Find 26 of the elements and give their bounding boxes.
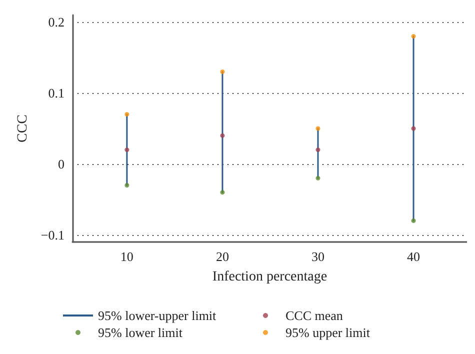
legend-label: 95% lower limit	[98, 325, 183, 340]
y-axis-title: CCC	[16, 114, 30, 143]
x-axis-title: Infection percentage	[212, 270, 328, 284]
y-tick-label: −0.1	[40, 227, 64, 242]
point	[316, 176, 320, 180]
y-tick-label: 0.2	[48, 14, 64, 30]
point	[411, 126, 416, 131]
x-tick-label: 10	[120, 249, 134, 264]
point	[220, 70, 225, 74]
x-tick-label: 40	[407, 249, 420, 264]
point	[220, 133, 225, 138]
point	[220, 190, 225, 195]
x-tick-label: 20	[216, 249, 229, 264]
y-tick-label: 0.1	[48, 86, 64, 101]
legend-label: 95% lower-upper limit	[98, 308, 217, 323]
point	[316, 126, 320, 131]
x-tick-label: 30	[311, 249, 324, 264]
legend-label: 95% upper limit	[286, 325, 370, 340]
point	[411, 34, 416, 39]
y-tick-label: 0	[58, 156, 64, 172]
legend-label: CCC mean	[286, 308, 344, 323]
point	[124, 148, 130, 152]
point	[411, 218, 416, 223]
point	[124, 112, 130, 117]
point	[124, 183, 130, 188]
point	[316, 148, 320, 152]
